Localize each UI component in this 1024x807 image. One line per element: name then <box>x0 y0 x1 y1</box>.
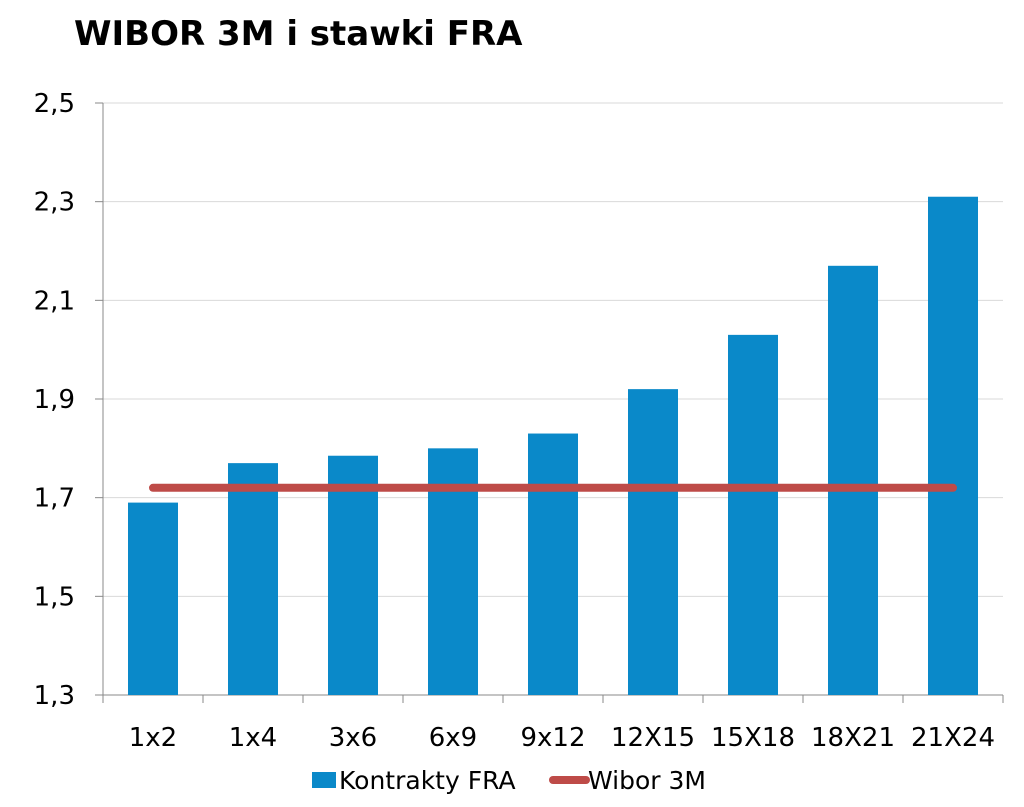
bar-15x18 <box>728 334 778 695</box>
y-tick-label: 2,5 <box>34 89 75 119</box>
legend: Kontrakty FRA Wibor 3M <box>312 766 706 795</box>
x-tick-label: 18X21 <box>811 723 895 753</box>
x-tick-label: 15X18 <box>711 723 795 753</box>
bar-series <box>128 196 978 695</box>
legend-swatch-bar <box>312 772 336 788</box>
y-tick-label: 1,9 <box>34 385 75 415</box>
x-tick-label: 3x6 <box>329 723 377 753</box>
x-tick-label: 21X24 <box>911 723 995 753</box>
bar-1x2 <box>128 502 178 695</box>
x-tick-label: 12X15 <box>611 723 695 753</box>
legend-label-bar: Kontrakty FRA <box>339 766 516 795</box>
bar-18x21 <box>828 265 878 695</box>
x-tick-label: 1x2 <box>129 723 177 753</box>
y-tick-label: 1,7 <box>34 484 75 514</box>
bar-1x4 <box>228 463 278 695</box>
y-tick-label: 1,3 <box>34 681 75 711</box>
x-tick-label: 6x9 <box>429 723 477 753</box>
chart-title: WIBOR 3M i stawki FRA <box>74 14 523 54</box>
tick-labels: 1,3 1,5 1,7 1,9 2,1 2,3 2,5 1x2 1x4 3x6 6x9 9x12 12X… <box>34 89 995 753</box>
y-tick-label: 2,3 <box>34 188 75 218</box>
x-tick-label: 1x4 <box>229 723 277 753</box>
y-tick-label: 1,5 <box>34 582 75 612</box>
x-tick-label: 9x12 <box>520 723 585 753</box>
legend-label-line: Wibor 3M <box>588 766 706 795</box>
bar-21x24 <box>928 196 978 695</box>
y-tick-label: 2,1 <box>34 286 75 316</box>
bar-12x15 <box>628 389 678 695</box>
bar-3x6 <box>328 455 378 695</box>
bar-9x12 <box>528 433 578 695</box>
